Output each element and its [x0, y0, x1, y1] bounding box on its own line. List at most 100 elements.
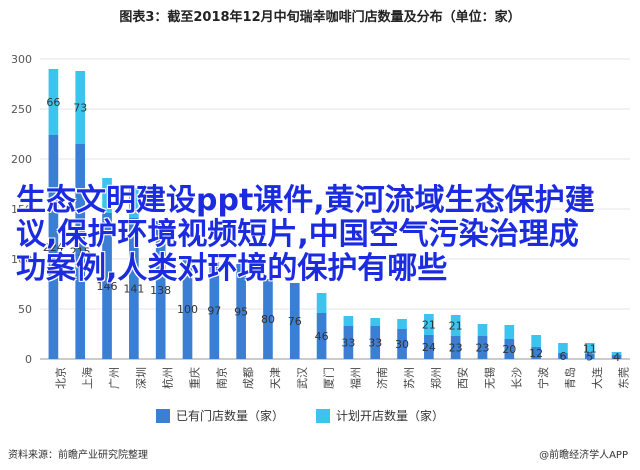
- bar-opened-16: [477, 336, 488, 359]
- bar-opened-15: [450, 336, 461, 359]
- bar-opened-11: [343, 326, 354, 359]
- x-tick-label-11: 福州: [348, 367, 362, 389]
- data-label-opened-18: 12: [529, 347, 543, 360]
- data-label-opened-19: 6: [559, 350, 566, 363]
- data-label-opened-0: 224: [43, 241, 64, 254]
- data-label-opened-10: 46: [315, 330, 329, 343]
- legend-planned-label: 计划开店数量（家）: [336, 409, 445, 423]
- x-tick-label-12: 济南: [375, 367, 389, 389]
- brand-credit: @前瞻经济学人APP: [539, 450, 628, 461]
- legend-opened-label: 已有门店数量（家）: [176, 409, 285, 423]
- y-tick-label-6: 300: [11, 53, 32, 66]
- y-tick-label-2: 100: [11, 253, 32, 266]
- data-label-opened-2: 146: [97, 280, 118, 293]
- bar-opened-18: [531, 347, 541, 359]
- data-label-opened-21: 4: [613, 351, 620, 364]
- x-tick-label-7: 成都: [242, 367, 255, 389]
- x-tick-label-8: 天津: [269, 367, 282, 389]
- bar-opened-4: [155, 221, 166, 359]
- data-label-opened-9: 76: [288, 315, 302, 328]
- bar-opened-12: [370, 326, 381, 359]
- data-label-opened-16: 23: [476, 342, 490, 355]
- legend-opened: 已有门店数量（家）: [156, 407, 284, 424]
- bar-opened-8: [263, 279, 273, 359]
- data-label-opened-8: 80: [261, 313, 275, 326]
- x-tick-label-2: 广州: [108, 367, 121, 389]
- bar-opened-0: [48, 135, 59, 359]
- y-tick-label-4: 200: [11, 153, 32, 166]
- x-tick-label-15: 西安: [456, 367, 470, 389]
- bar-planned-20: [584, 343, 595, 354]
- data-label-opened-17: 20: [502, 343, 516, 356]
- x-tick-label-0: 北京: [53, 367, 67, 389]
- bar-planned-14: [424, 314, 434, 335]
- data-label-planned-0: 66: [46, 96, 60, 109]
- x-tick-label-5: 重庆: [188, 367, 202, 389]
- bar-opened-2: [102, 213, 112, 359]
- bar-planned-1: [75, 71, 86, 144]
- data-label-opened-1: 215: [70, 246, 91, 259]
- source-note: 资料来源：前瞻产业研究院整理: [8, 450, 148, 461]
- x-tick-label-21: 东莞: [618, 367, 631, 389]
- x-tick-label-20: 大连: [590, 367, 604, 389]
- x-tick-label-18: 宁波: [536, 367, 550, 389]
- data-label-opened-4: 138: [150, 284, 171, 297]
- bar-planned-21: [611, 352, 622, 355]
- data-label-planned-15: 21: [449, 320, 463, 333]
- y-tick-label-1: 50: [18, 303, 32, 316]
- bar-planned-16: [477, 324, 488, 336]
- bar-opened-1: [75, 144, 86, 359]
- x-tick-label-9: 武汉: [296, 367, 309, 389]
- bar-planned-15: [450, 315, 461, 336]
- data-label-opened-13: 30: [395, 338, 409, 351]
- bar-planned-18: [531, 335, 541, 347]
- bar-opened-6: [209, 262, 220, 359]
- x-tick-label-6: 南京: [214, 367, 228, 389]
- x-tick-label-13: 苏州: [403, 367, 416, 389]
- data-label-opened-3: 141: [123, 283, 144, 296]
- data-label-planned-14: 21: [422, 319, 436, 332]
- bar-planned-3: [129, 188, 139, 218]
- legend-planned: 计划开店数量（家）: [316, 407, 444, 424]
- x-tick-label-10: 厦门: [322, 367, 336, 389]
- bar-planned-19: [558, 343, 568, 353]
- x-tick-label-17: 长沙: [510, 367, 523, 389]
- bar-opened-9: [289, 283, 300, 359]
- bar-planned-10: [316, 293, 327, 313]
- x-tick-label-1: 上海: [80, 367, 94, 389]
- legend-opened-swatch: [156, 408, 170, 423]
- data-label-planned-1: 73: [73, 102, 87, 115]
- bar-opened-19: [558, 353, 568, 359]
- bar-opened-3: [129, 218, 139, 359]
- bar-opened-10: [316, 313, 327, 359]
- bar-opened-21: [611, 355, 622, 359]
- bar-opened-20: [584, 354, 595, 359]
- y-tick-label-3: 150: [11, 203, 32, 216]
- bar-planned-11: [343, 316, 354, 326]
- x-tick-label-16: 无锡: [483, 367, 497, 389]
- x-tick-label-3: 深圳: [135, 367, 148, 389]
- bar-opened-5: [182, 259, 193, 359]
- data-label-opened-7: 95: [234, 306, 248, 319]
- data-label-opened-5: 100: [177, 303, 198, 316]
- data-label-opened-15: 23: [449, 342, 463, 355]
- bar-opened-14: [424, 335, 434, 359]
- chart-title: 图表3：截至2018年12月中旬瑞幸咖啡门店数量及分布（单位：家）: [119, 10, 521, 25]
- x-tick-label-19: 青岛: [563, 367, 577, 389]
- y-tick-label-5: 250: [11, 103, 32, 116]
- data-label-planned-20: 11: [583, 343, 597, 356]
- bar-planned-13: [397, 319, 407, 329]
- y-tick-label-0: 0: [25, 353, 32, 366]
- data-label-opened-12: 33: [368, 337, 382, 350]
- bar-planned-12: [370, 318, 381, 326]
- data-label-opened-11: 33: [341, 337, 355, 350]
- x-tick-label-14: 郑州: [429, 367, 443, 389]
- bar-planned-2: [102, 178, 112, 213]
- bar-opened-13: [397, 329, 407, 359]
- data-label-opened-14: 24: [422, 341, 436, 354]
- overlay-watermark-text: 生态文明建设ppt课件,黄河流域生态保护建议,保护环境视频短片,中国空气污染治理…: [16, 183, 595, 286]
- bar-opened-17: [504, 339, 515, 359]
- bar-planned-17: [504, 325, 515, 339]
- bar-opened-7: [236, 264, 246, 359]
